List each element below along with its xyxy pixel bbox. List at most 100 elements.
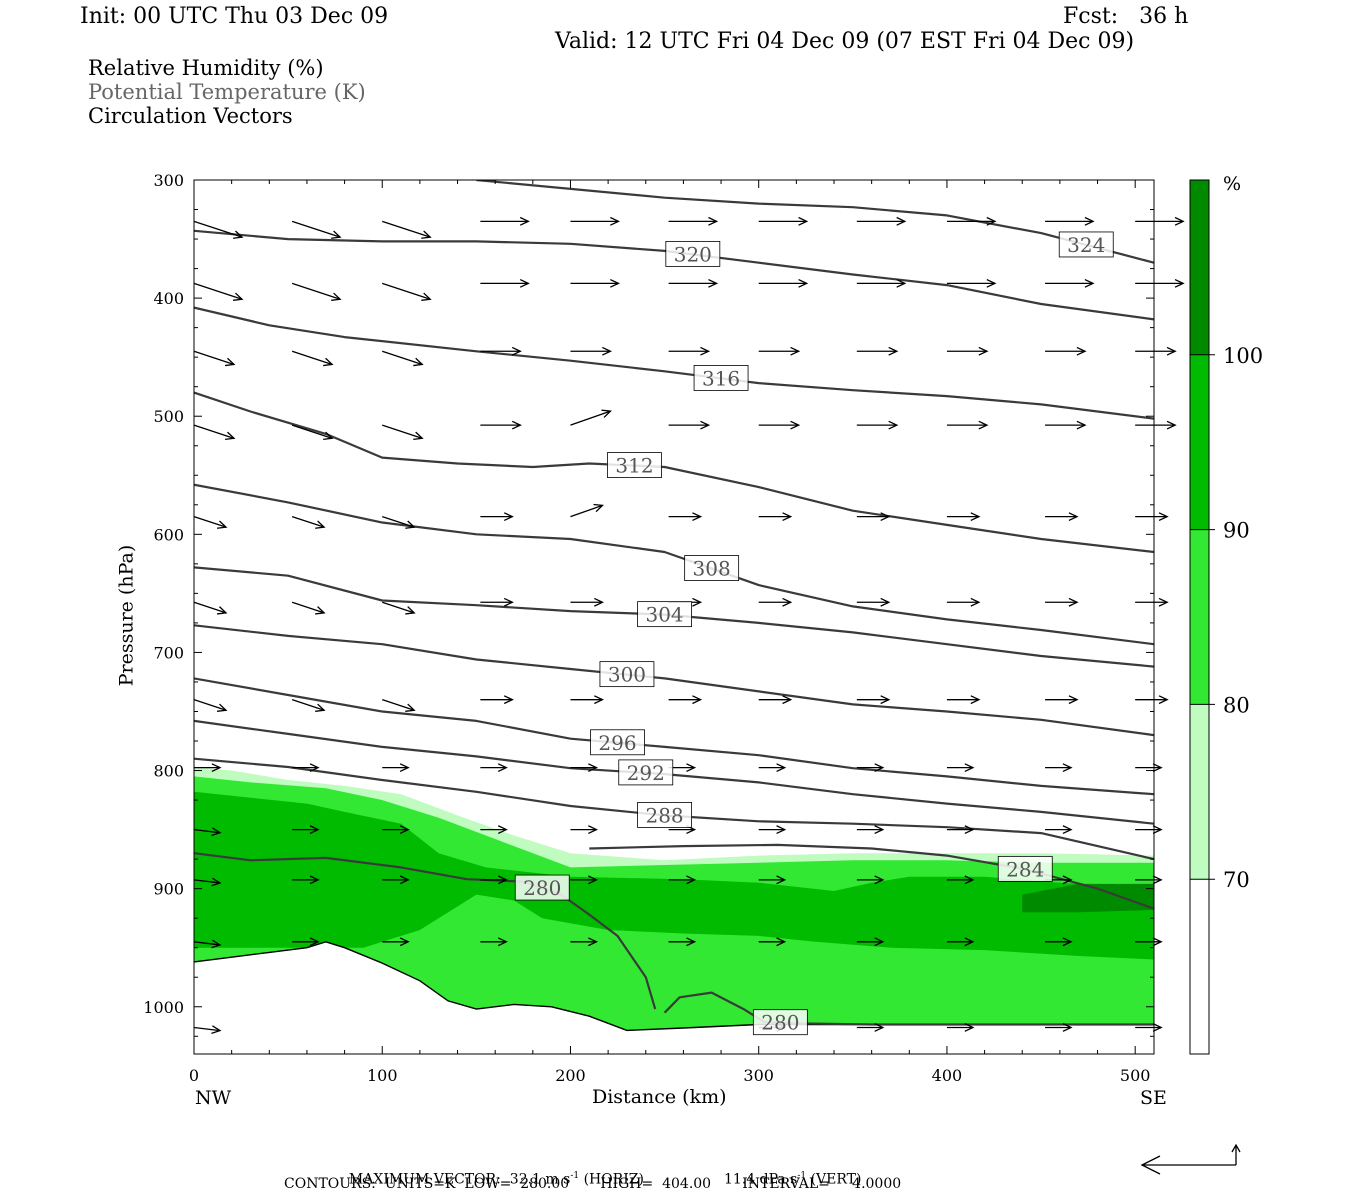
vector-head bbox=[700, 420, 711, 430]
colorbar-label: 90 bbox=[1223, 519, 1250, 543]
vector-arrow bbox=[1135, 597, 1169, 607]
vector-arrow bbox=[570, 278, 620, 288]
vector-shaft bbox=[382, 699, 415, 711]
vector-head bbox=[315, 606, 326, 615]
vector-head bbox=[323, 431, 334, 441]
vector-head bbox=[216, 606, 228, 615]
vector-arrow bbox=[570, 875, 598, 885]
forecast-hour: Fcst: 36 h bbox=[1063, 4, 1189, 29]
contour-312-9 bbox=[194, 391, 1154, 554]
vector-arrow bbox=[758, 512, 793, 522]
vector-head bbox=[686, 937, 697, 947]
vector-shaft bbox=[291, 424, 333, 439]
terrain-line bbox=[193, 941, 1154, 1032]
vector-head bbox=[497, 763, 508, 773]
vector-shaft bbox=[193, 424, 235, 439]
vector-arrow bbox=[668, 420, 711, 430]
contour-label-box bbox=[637, 601, 692, 628]
y-tick-label: 700 bbox=[153, 643, 184, 662]
vector-head bbox=[421, 230, 432, 239]
vector-head bbox=[497, 825, 508, 835]
vector-head bbox=[1084, 278, 1095, 288]
contour-label-308-8: 308 bbox=[684, 555, 740, 581]
contours-info: CONTOURS: UNITS=K LOW= 280.00 HIGH= 404.… bbox=[284, 1176, 902, 1192]
vector-shaft bbox=[382, 601, 415, 614]
vector-arrow bbox=[758, 937, 787, 947]
vector-arrow bbox=[856, 216, 907, 226]
vector-head bbox=[1152, 937, 1163, 947]
vector-arrow bbox=[193, 282, 244, 301]
vector-head bbox=[782, 695, 793, 705]
vector-head bbox=[399, 763, 410, 773]
vector-head bbox=[970, 512, 981, 522]
vector-head bbox=[593, 503, 604, 513]
vector-head bbox=[405, 520, 416, 529]
colorbar-label: 100 bbox=[1223, 344, 1263, 368]
vector-head bbox=[602, 346, 612, 356]
vector-head bbox=[1062, 875, 1073, 885]
contour-label-320-11: 320 bbox=[665, 241, 721, 267]
contour-label-304-7: 304 bbox=[637, 601, 692, 628]
contour-label-box bbox=[590, 729, 645, 756]
vector-head bbox=[1062, 937, 1073, 947]
vector-head bbox=[782, 597, 793, 607]
vector-arrow bbox=[758, 420, 801, 430]
contour-label-layer: 280 280 284 288 292 296 300 304 308 312 316 320 324 bbox=[514, 231, 1114, 1036]
contour-300-6 bbox=[194, 624, 1154, 737]
vector-head bbox=[224, 357, 236, 367]
vector-head bbox=[1062, 825, 1073, 835]
colorbar-segment bbox=[1190, 529, 1209, 705]
x-axis-label: Distance (km) bbox=[592, 1086, 727, 1108]
contour-284-2 bbox=[589, 843, 1154, 910]
vector-head bbox=[315, 520, 326, 529]
terrain-fill bbox=[194, 941, 1154, 1054]
vector-arrow bbox=[382, 763, 410, 773]
vector-shaft bbox=[382, 282, 431, 300]
vector-arrow bbox=[946, 695, 981, 705]
vector-arrow bbox=[946, 216, 997, 226]
vector-head bbox=[708, 216, 719, 226]
vector-head bbox=[594, 597, 604, 607]
axis-layer: 300 400 500 600 700 800 900 1000 0 100 200 300 400 50… bbox=[143, 171, 1154, 1085]
vector-head bbox=[1076, 420, 1087, 430]
vector-arrow bbox=[570, 763, 598, 773]
vector-arrow bbox=[1045, 597, 1079, 607]
vector-head bbox=[978, 420, 989, 430]
vector-arrow bbox=[1045, 937, 1073, 947]
vector-arrow bbox=[856, 1023, 885, 1032]
vector-head bbox=[1158, 512, 1169, 522]
rh-fill-layer bbox=[194, 767, 1154, 1054]
contour-label-text: 316 bbox=[702, 366, 740, 390]
vector-head bbox=[315, 703, 326, 712]
vector-arrow bbox=[570, 409, 612, 426]
vector-head bbox=[986, 216, 997, 226]
vector-head bbox=[964, 1023, 975, 1032]
vector-arrow bbox=[668, 875, 697, 885]
vector-arrow bbox=[1135, 825, 1163, 835]
vector-head bbox=[211, 1025, 222, 1035]
vector-arrow bbox=[480, 216, 530, 226]
vector-shaft bbox=[193, 941, 221, 946]
vector-arrow bbox=[291, 350, 334, 367]
vector-arrow bbox=[758, 763, 787, 773]
vector-head bbox=[399, 825, 410, 835]
vert-value: 11.4 dPa s bbox=[724, 1171, 798, 1188]
legend-rh: Relative Humidity (%) bbox=[88, 56, 324, 80]
contour-label-text: 312 bbox=[615, 454, 653, 478]
vector-arrow bbox=[291, 515, 326, 529]
vert-exp: -1 bbox=[797, 1171, 807, 1181]
vector-arrow bbox=[193, 1025, 222, 1035]
vector-head bbox=[1174, 216, 1185, 226]
contour-label-box bbox=[997, 855, 1053, 882]
vector-head bbox=[692, 512, 703, 522]
vector-shaft bbox=[193, 220, 243, 238]
contour-label-316-10: 316 bbox=[693, 365, 749, 391]
vector-arrow bbox=[856, 346, 899, 356]
vector-arrow bbox=[382, 220, 432, 239]
vector-shaft bbox=[382, 424, 423, 439]
contour-label-box bbox=[607, 452, 662, 478]
vector-arrow bbox=[382, 424, 424, 441]
vector-arrow bbox=[856, 278, 907, 288]
vector-arrow bbox=[193, 515, 228, 529]
